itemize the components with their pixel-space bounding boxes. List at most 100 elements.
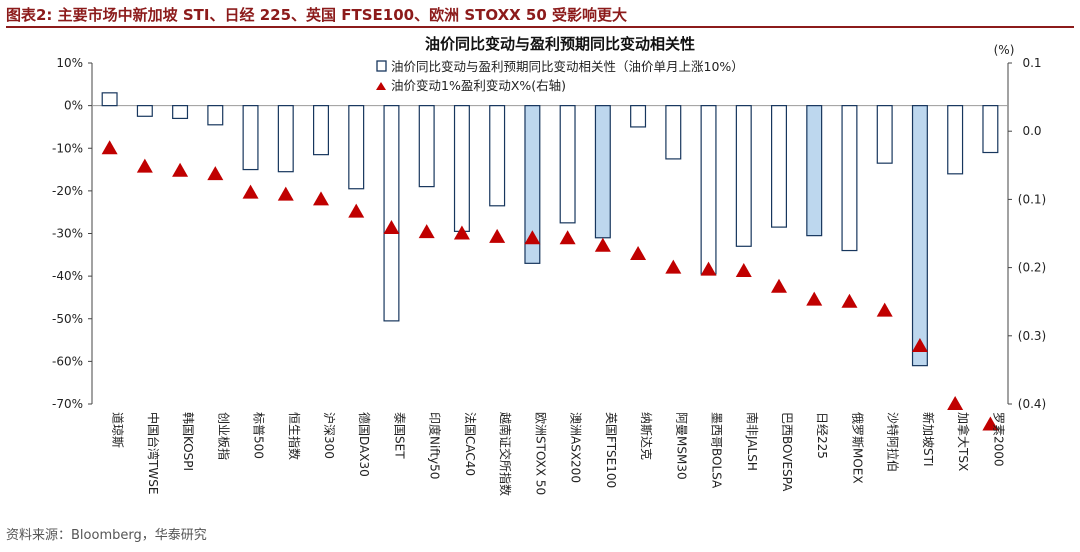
category-label: 沪深300 — [322, 412, 336, 459]
bars — [92, 92, 1008, 367]
source-note: 资料来源：Bloomberg，华泰研究 — [6, 528, 207, 543]
bar — [876, 105, 893, 164]
left-tick-label: -10% — [52, 141, 83, 155]
category-labels: 道琼斯 中国台湾TWSE 韩国KOSPI 创业板指 标普500 恒生指数 沪深300 德国DA… — [111, 412, 1006, 496]
right-tick-label: (0.2) — [1018, 261, 1046, 275]
bar — [841, 105, 858, 252]
right-tick-label: (0.3) — [1018, 329, 1046, 343]
marker-triangle — [348, 203, 365, 218]
bar — [559, 105, 576, 224]
marker-triangle — [841, 293, 858, 308]
category-label: 韩国KOSPI — [181, 412, 196, 471]
category-label: 越南证交所指数 — [498, 412, 513, 496]
bar — [207, 105, 224, 126]
category-label: 新加坡STI — [921, 412, 936, 467]
bar — [383, 105, 400, 322]
legend: 油价同比变动与盈利预期同比变动相关性（油价单月上涨10%） 油价变动1%盈利变动… — [376, 59, 744, 93]
marker-triangle — [383, 220, 400, 235]
right-tick-label: 0.1 — [1022, 56, 1041, 70]
chart: 油价同比变动与盈利预期同比变动相关性 10% 0% -10% -20% -30% -40%… — [52, 35, 1046, 496]
left-tick-label: 10% — [56, 56, 83, 70]
category-label: 印度Nifty50 — [428, 412, 443, 479]
marker-triangle — [172, 162, 189, 177]
category-label: 罗素2000 — [991, 412, 1005, 467]
left-tick-label: -60% — [52, 354, 83, 368]
left-tick-label: -40% — [52, 269, 83, 283]
right-axis: 0.1 0.0 (0.1) (0.2) (0.3) (0.4) — [1007, 56, 1046, 411]
category-label: 中国台湾TWSE — [146, 412, 161, 494]
legend-bar-swatch — [376, 60, 387, 72]
bar — [524, 105, 541, 264]
category-label: 巴西BOVESPA — [780, 412, 794, 492]
bar — [348, 105, 365, 190]
legend-bar-label: 油价同比变动与盈利预期同比变动相关性（油价单月上涨10%） — [391, 59, 744, 74]
category-label: 日经225 — [815, 412, 829, 459]
left-tick-label: -30% — [52, 227, 83, 241]
category-label: 英国FTSE100 — [604, 412, 618, 488]
category-label: 创业板指 — [216, 412, 231, 460]
marker-triangle — [630, 245, 647, 260]
right-axis-unit: (%) — [994, 43, 1015, 57]
marker-triangle — [524, 230, 541, 245]
marker-triangle — [911, 338, 928, 353]
bar — [313, 105, 329, 156]
right-tick-label: (0.4) — [1018, 397, 1046, 411]
right-tick-label: 0.0 — [1022, 124, 1041, 138]
category-label: 道琼斯 — [111, 412, 126, 448]
marker-triangle — [735, 263, 752, 278]
marker-triangle — [982, 416, 999, 431]
bar — [242, 105, 259, 171]
bar — [771, 105, 787, 228]
bar — [136, 105, 153, 117]
marker-triangle — [876, 302, 893, 317]
marker-triangle — [277, 186, 294, 201]
marker-triangle — [242, 184, 259, 199]
category-label: 墨西哥BOLSA — [710, 412, 724, 489]
left-tick-label: 0% — [64, 99, 83, 113]
markers — [101, 140, 999, 431]
marker-triangle — [207, 166, 224, 181]
bar — [665, 105, 682, 160]
category-label: 纳斯达克 — [639, 412, 653, 460]
bar — [947, 105, 964, 175]
category-label: 沙特阿拉伯 — [886, 412, 901, 472]
bar — [700, 105, 717, 275]
marker-triangle — [489, 228, 506, 243]
bar — [806, 105, 823, 237]
marker-triangle — [559, 230, 576, 245]
chart-title: 油价同比变动与盈利预期同比变动相关性 — [425, 35, 695, 53]
marker-triangle — [313, 191, 329, 206]
bar — [489, 105, 506, 207]
category-label: 阿曼MSM30 — [674, 412, 688, 480]
left-tick-label: -20% — [52, 184, 83, 198]
category-label: 法国CAC40 — [463, 412, 477, 476]
legend-marker-label: 油价变动1%盈利变动X%(右轴) — [391, 78, 566, 93]
right-tick-label: (0.1) — [1018, 192, 1046, 206]
bar — [101, 92, 118, 107]
bar — [982, 105, 999, 154]
bar — [453, 105, 470, 232]
bar — [418, 105, 435, 188]
marker-triangle — [806, 291, 823, 306]
category-label: 欧洲STOXX 50 — [533, 412, 547, 495]
bar — [277, 105, 294, 173]
marker-triangle — [665, 259, 682, 274]
marker-triangle — [700, 261, 717, 276]
figure-label: 图表2: 主要市场中新加坡 STI、日经 225、英国 FTSE100、欧洲 S… — [6, 6, 628, 24]
category-label: 澳洲ASX200 — [569, 412, 583, 483]
bar — [594, 105, 611, 239]
marker-triangle — [418, 224, 435, 239]
bar — [911, 105, 928, 367]
category-label: 南非JALSH — [745, 412, 760, 471]
legend-marker-swatch — [376, 82, 386, 90]
left-tick-label: -70% — [52, 397, 83, 411]
marker-triangle — [453, 225, 470, 240]
category-label: 泰国SET — [392, 412, 406, 459]
marker-triangle — [101, 140, 118, 155]
left-tick-label: -50% — [52, 312, 83, 326]
marker-triangle — [771, 278, 787, 293]
category-label: 标普500 — [252, 412, 266, 459]
category-label: 德国DAX30 — [357, 412, 372, 477]
left-axis: 10% 0% -10% -20% -30% -40% -50% -60% -70% — [52, 56, 93, 411]
category-label: 俄罗斯MOEX — [850, 412, 864, 484]
